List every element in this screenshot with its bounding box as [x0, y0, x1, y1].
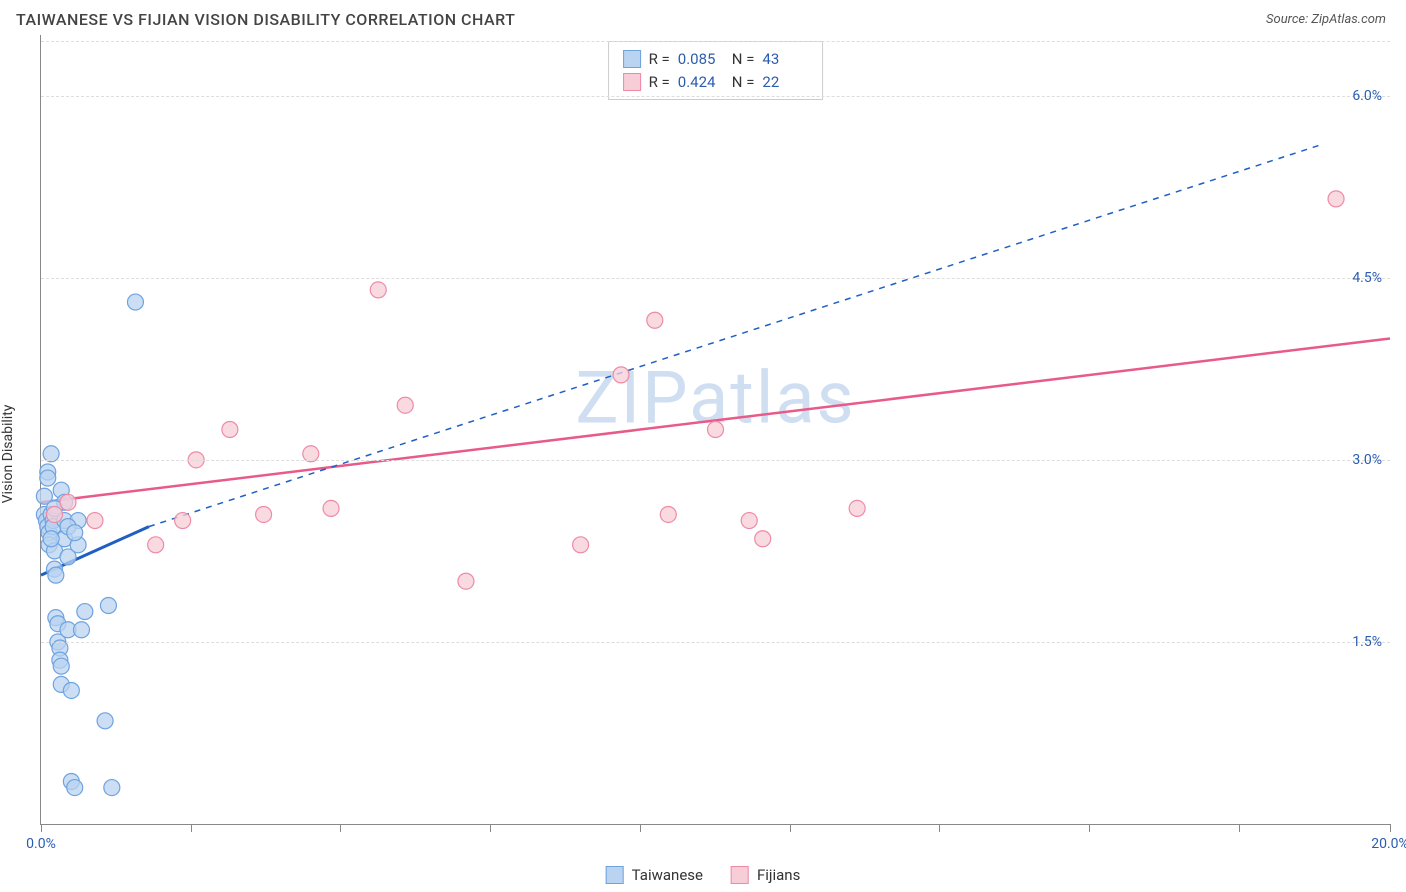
x-tick-label: 20.0%	[1371, 836, 1406, 852]
stat-n-value-fijians: 22	[762, 71, 808, 94]
stat-r-label: R =	[649, 71, 670, 94]
stat-r-value-fijians: 0.424	[678, 71, 724, 94]
swatch-fijians-icon	[731, 866, 749, 884]
stat-r-label: R =	[649, 48, 670, 71]
y-tick-label: 1.5%	[1352, 634, 1382, 650]
stat-r-value-taiwanese: 0.085	[678, 48, 724, 71]
swatch-fijians-icon	[623, 73, 641, 91]
stats-row-fijians: R = 0.424 N = 22	[623, 71, 809, 94]
legend-label-taiwanese: Taiwanese	[632, 866, 703, 884]
swatch-taiwanese-icon	[623, 50, 641, 68]
stat-n-label: N =	[732, 71, 755, 94]
bottom-legend: Taiwanese Fijians	[606, 866, 801, 884]
x-tick-label: 0.0%	[26, 836, 56, 852]
source-label: Source: ZipAtlas.com	[1266, 12, 1386, 27]
chart-title: TAIWANESE VS FIJIAN VISION DISABILITY CO…	[16, 10, 515, 29]
y-axis-label: Vision Disability	[0, 405, 16, 504]
swatch-taiwanese-icon	[606, 866, 624, 884]
legend-item-fijians: Fijians	[731, 866, 800, 884]
chart-area: ZIPatlas R = 0.085 N = 43 R = 0.424 N = …	[40, 35, 1390, 825]
legend-item-taiwanese: Taiwanese	[606, 866, 703, 884]
header: TAIWANESE VS FIJIAN VISION DISABILITY CO…	[0, 0, 1406, 35]
y-tick-label: 4.5%	[1352, 270, 1382, 286]
y-tick-label: 3.0%	[1352, 452, 1382, 468]
scatter-plot	[41, 35, 1390, 824]
y-tick-label: 6.0%	[1352, 88, 1382, 104]
stat-n-label: N =	[732, 48, 755, 71]
stats-box: R = 0.085 N = 43 R = 0.424 N = 22	[608, 41, 824, 100]
stat-n-value-taiwanese: 43	[762, 48, 808, 71]
legend-label-fijians: Fijians	[757, 866, 800, 884]
stats-row-taiwanese: R = 0.085 N = 43	[623, 48, 809, 71]
